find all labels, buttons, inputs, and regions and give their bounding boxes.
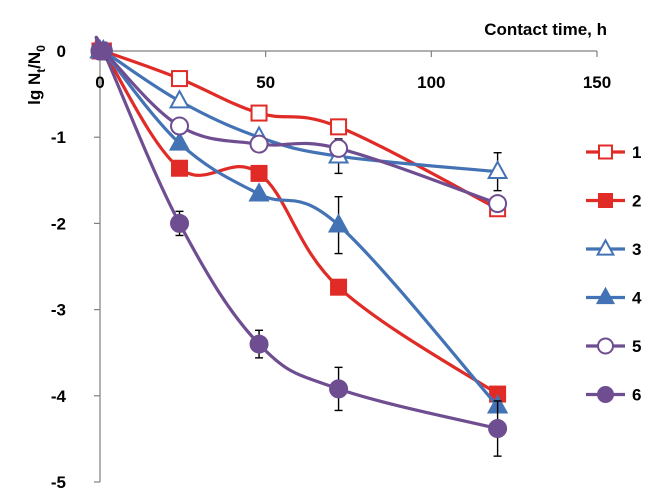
legend-item-1: 1 (586, 143, 641, 162)
legend-item-6: 6 (586, 386, 641, 405)
series-4 (89, 39, 509, 414)
legend-item-2: 2 (586, 192, 641, 211)
legend-item-4: 4 (586, 286, 642, 308)
series-2-line (94, 40, 499, 396)
y-tick-label: -3 (51, 301, 66, 320)
y-axis-title: lg Nt/N0 (25, 45, 48, 105)
series-layer (89, 35, 509, 457)
x-tick-label: 0 (95, 73, 104, 92)
y-tick-label: 0 (57, 42, 66, 61)
series-3-point (168, 89, 191, 109)
series-1 (91, 42, 507, 218)
series-6 (90, 35, 508, 457)
series-5-point (329, 138, 349, 158)
series-4-point (327, 213, 350, 233)
series-5-point (170, 116, 190, 136)
y-axis-title-main: lg N (25, 73, 44, 105)
series-4-line (94, 42, 499, 408)
x-tick-label: 100 (417, 73, 445, 92)
legend-marker-1 (598, 144, 613, 160)
legend-label-5: 5 (632, 337, 641, 356)
series-6-point (170, 213, 190, 233)
legend-marker-3 (595, 238, 616, 256)
legend-marker-4 (595, 286, 616, 305)
series-3-point (486, 159, 509, 180)
legend-label-2: 2 (632, 192, 641, 211)
legend-label-3: 3 (632, 240, 641, 259)
series-1-point (171, 70, 189, 88)
series-6-point (93, 41, 113, 61)
series-6-point (488, 419, 508, 439)
x-tick-label: 50 (256, 73, 275, 92)
y-axis-title-sub1: t (34, 69, 48, 73)
series-4-point (168, 131, 191, 151)
legend-item-3: 3 (586, 238, 641, 259)
series-5-point (249, 134, 269, 154)
legend-label-4: 4 (632, 289, 642, 308)
legend: 1 2 3 4 5 6 (586, 143, 642, 405)
series-5-point (488, 194, 508, 214)
series-2-point (330, 278, 348, 296)
series-2-point (250, 164, 268, 182)
legend-marker-6 (597, 386, 614, 403)
series-1-point (250, 104, 268, 122)
y-axis-title-mid: /N (25, 52, 44, 69)
legend-marker-2 (598, 193, 613, 208)
series-6-point (329, 379, 349, 399)
series-4-point (248, 182, 270, 202)
y-tick-label: -5 (51, 473, 66, 491)
series-2-point (171, 159, 189, 177)
legend-label-1: 1 (632, 143, 641, 162)
y-tick-label: -4 (51, 387, 67, 406)
y-tick-label: -1 (51, 128, 66, 147)
legend-label-6: 6 (632, 386, 641, 405)
series-2 (91, 40, 507, 403)
series-1-point (330, 118, 348, 136)
x-axis-title: Contact time, h (484, 20, 607, 39)
y-tick-label: -2 (51, 214, 66, 233)
legend-marker-5 (597, 337, 614, 355)
legend-item-5: 5 (586, 337, 641, 356)
y-axis-title-sub2: 0 (34, 45, 48, 52)
axes: 0 50 100 150 0 -1 -2 -3 -4 -5 (51, 42, 611, 491)
x-tick-label: 150 (583, 73, 611, 92)
series-6-point (249, 334, 269, 354)
